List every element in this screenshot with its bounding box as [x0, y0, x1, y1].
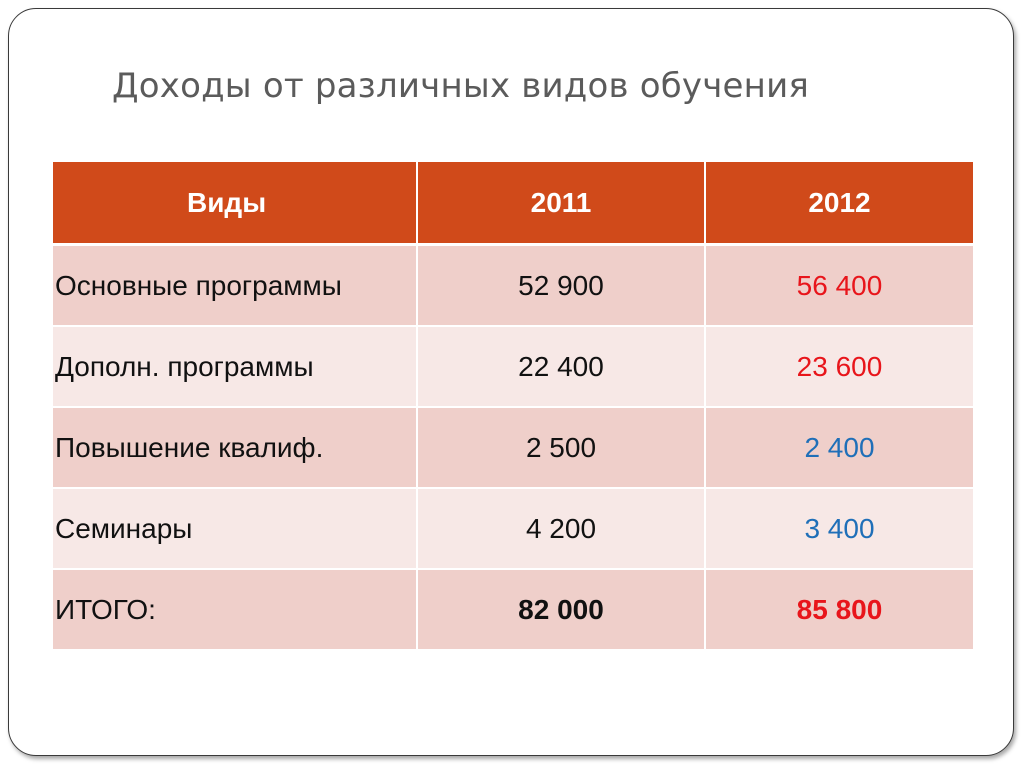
header-2012: 2012	[704, 160, 975, 246]
table-body: Основные программы 52 900 56 400 Дополн.…	[51, 243, 975, 651]
value-2012: 56 400	[704, 243, 975, 327]
header-2011: 2011	[416, 160, 706, 246]
table-row: Семинары 4 200 3 400	[51, 487, 975, 570]
row-name: Основные программы	[51, 243, 418, 327]
table-row: Основные программы 52 900 56 400	[51, 243, 975, 327]
header-kind: Виды	[51, 160, 418, 246]
income-table: Виды 2011 2012 Основные программы 52 900…	[51, 160, 975, 651]
value-2011: 4 200	[416, 487, 706, 570]
row-name: Семинары	[51, 487, 418, 570]
table-row: Дополн. программы 22 400 23 600	[51, 325, 975, 408]
value-2012: 3 400	[704, 487, 975, 570]
table-header: Виды 2011 2012	[51, 160, 975, 246]
value-2011: 52 900	[416, 243, 706, 327]
total-label: ИТОГО:	[51, 568, 418, 651]
table-row: Повышение квалиф. 2 500 2 400	[51, 406, 975, 489]
total-row: ИТОГО: 82 000 85 800	[51, 568, 975, 651]
row-name: Повышение квалиф.	[51, 406, 418, 489]
header-row: Виды 2011 2012	[51, 160, 975, 246]
row-name: Дополн. программы	[51, 325, 418, 408]
total-2011: 82 000	[416, 568, 706, 651]
total-2012: 85 800	[704, 568, 975, 651]
value-2011: 22 400	[416, 325, 706, 408]
value-2012: 23 600	[704, 325, 975, 408]
value-2012: 2 400	[704, 406, 975, 489]
slide-title: Доходы от различных видов обучения	[112, 66, 810, 106]
value-2011: 2 500	[416, 406, 706, 489]
